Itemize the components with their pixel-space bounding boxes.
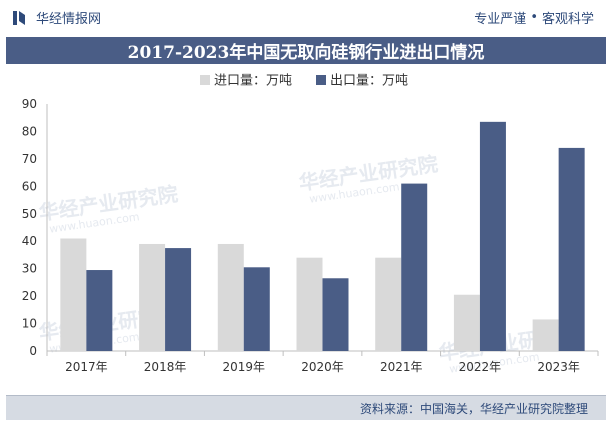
legend-label: 出口量：万吨 bbox=[330, 74, 408, 89]
logo-icon bbox=[13, 10, 25, 25]
legend-swatch bbox=[316, 75, 326, 85]
bar-export bbox=[243, 267, 270, 351]
bar-export bbox=[401, 183, 428, 351]
y-tick-label: 10 bbox=[22, 317, 37, 331]
y-tick-label: 20 bbox=[22, 289, 37, 303]
slogan-right: 客观科学 bbox=[541, 12, 594, 27]
slogan-separator: • bbox=[530, 10, 538, 25]
x-tick-label: 2020年 bbox=[301, 360, 344, 374]
legend-label: 进口量：万吨 bbox=[214, 74, 292, 89]
x-tick-label: 2023年 bbox=[537, 360, 580, 374]
y-tick-label: 0 bbox=[29, 344, 37, 358]
brand-name: 华经情报网 bbox=[36, 12, 102, 27]
bar-import bbox=[453, 294, 480, 351]
y-tick-label: 60 bbox=[22, 179, 37, 193]
bar-export bbox=[479, 121, 506, 351]
y-tick-label: 90 bbox=[22, 97, 37, 111]
y-tick-label: 30 bbox=[22, 262, 37, 276]
x-tick-label: 2017年 bbox=[65, 360, 108, 374]
bar-import bbox=[217, 243, 244, 351]
x-tick-label: 2018年 bbox=[144, 360, 187, 374]
y-tick-label: 70 bbox=[22, 152, 37, 166]
bar-export bbox=[165, 248, 192, 351]
y-tick-label: 50 bbox=[22, 207, 37, 221]
bar-chart: 华经产业研究院www.huaon.com华经产业研究院www.huaon.com… bbox=[22, 74, 599, 376]
x-tick-label: 2021年 bbox=[380, 360, 423, 374]
y-tick-label: 80 bbox=[22, 124, 37, 138]
bar-export bbox=[86, 270, 113, 351]
footer: 资料来源：中国海关，华经产业研究院整理 bbox=[6, 395, 606, 420]
source-note: 资料来源：中国海关，华经产业研究院整理 bbox=[359, 402, 588, 416]
brand: 华经情报网 bbox=[12, 8, 101, 27]
bar-import bbox=[60, 238, 87, 351]
bar-import bbox=[296, 257, 323, 351]
chart-title: 2017-2023年中国无取向硅钢行业进出口情况 bbox=[6, 37, 606, 64]
bar-export bbox=[322, 278, 349, 351]
bar-export bbox=[558, 147, 585, 351]
x-tick-label: 2022年 bbox=[459, 360, 502, 374]
bar-import bbox=[375, 257, 402, 351]
slogan: 专业严谨 • 客观科学 bbox=[474, 8, 594, 27]
bar-import bbox=[532, 319, 559, 351]
bar-import bbox=[139, 243, 166, 351]
top-bar: 华经情报网 专业严谨 • 客观科学 bbox=[0, 0, 612, 36]
legend-swatch bbox=[200, 75, 210, 85]
x-tick-label: 2019年 bbox=[223, 360, 266, 374]
y-tick-label: 40 bbox=[22, 234, 37, 248]
slogan-left: 专业严谨 bbox=[474, 12, 527, 27]
